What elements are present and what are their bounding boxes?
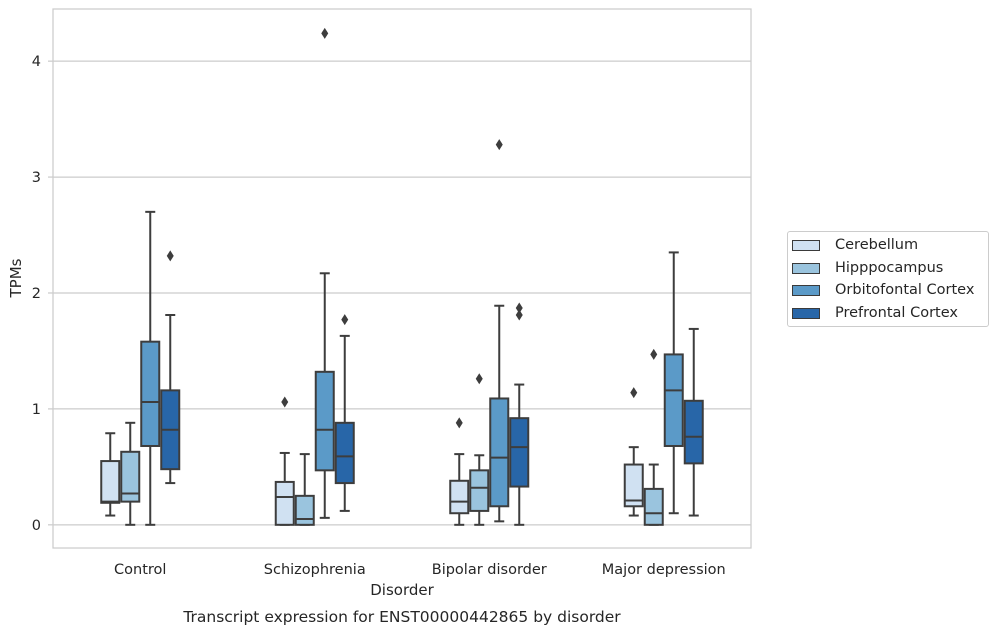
x-tick-label: Control	[114, 562, 166, 578]
outlier-point	[650, 348, 658, 360]
y-tick-labels: 0 1 2 3 4	[32, 54, 53, 534]
box-hipppocampus	[643, 348, 664, 526]
box-iqr	[489, 397, 510, 508]
x-tick-labels: Control Schizophrenia Bipolar disorder Majo…	[114, 562, 726, 578]
x-tick-label: Major depression	[602, 562, 726, 578]
box-prefrontal-cortex	[334, 314, 355, 512]
legend-swatch-cerebellum	[792, 239, 820, 251]
box-iqr	[274, 480, 295, 526]
box-iqr	[120, 450, 141, 503]
legend-swatch-orbitofrontal-cortex	[792, 284, 820, 296]
outlier-point	[515, 309, 523, 321]
legend-label-orbitofrontal-cortex: Orbitofontal Cortex	[835, 282, 975, 298]
legend-item-hippocampus: Hipppocampus	[792, 258, 943, 278]
box-orbitofontal-cortex	[314, 27, 335, 519]
legend-label-hippocampus: Hipppocampus	[835, 260, 944, 276]
x-tick-label: Bipolar disorder	[432, 562, 547, 578]
outlier-point	[630, 387, 638, 399]
y-tick-label: 1	[32, 402, 41, 418]
plot-area	[52, 8, 752, 549]
box-iqr	[100, 460, 121, 504]
legend-label-cerebellum: Cerebellum	[835, 237, 919, 253]
legend: Cerebellum Hipppocampus Orbitofontal Cor…	[787, 231, 989, 327]
legend-item-orbitofrontal-cortex: Orbitofontal Cortex	[792, 280, 974, 300]
box-iqr	[140, 340, 161, 447]
outlier-point	[475, 373, 483, 385]
legend-label-prefrontal-cortex: Prefrontal Cortex	[835, 305, 958, 321]
x-axis-label: Disorder	[370, 581, 434, 599]
box-cerebellum	[623, 387, 644, 517]
legend-item-cerebellum: Cerebellum	[792, 235, 918, 255]
legend-swatch-prefrontal-cortex	[792, 307, 820, 319]
y-tick-label: 0	[32, 518, 41, 534]
box-orbitofontal-cortex	[663, 251, 684, 515]
box-hipppocampus	[469, 373, 490, 526]
box-iqr	[469, 469, 490, 512]
y-tick-label: 2	[32, 286, 41, 302]
box-iqr	[663, 353, 684, 447]
y-axis-label: TPMs	[7, 258, 25, 298]
boxes	[100, 27, 704, 526]
box-prefrontal-cortex	[683, 327, 704, 517]
legend-item-prefrontal-cortex: Prefrontal Cortex	[792, 303, 958, 323]
legend-swatch-hippocampus	[792, 262, 820, 274]
box-iqr	[449, 479, 470, 515]
outlier-point	[321, 27, 329, 39]
box-cerebellum	[100, 432, 121, 517]
outlier-point	[495, 139, 503, 151]
box-iqr	[623, 463, 644, 508]
outlier-point	[281, 396, 289, 408]
box-iqr	[683, 399, 704, 465]
y-tick-label: 4	[32, 54, 41, 70]
box-iqr	[294, 494, 315, 526]
outlier-point	[455, 417, 463, 429]
box-hipppocampus	[120, 421, 141, 526]
chart-title: Transcript expression for ENST0000044286…	[182, 608, 621, 626]
outlier-point	[341, 314, 349, 326]
outlier-point	[515, 302, 523, 314]
box-hipppocampus	[294, 453, 315, 526]
box-iqr	[334, 421, 355, 485]
x-tick-label: Schizophrenia	[264, 562, 366, 578]
box-cerebellum	[449, 417, 470, 526]
y-tick-label: 3	[32, 170, 41, 186]
box-prefrontal-cortex	[160, 250, 181, 485]
box-orbitofontal-cortex	[140, 210, 161, 526]
box-prefrontal-cortex	[509, 302, 530, 526]
box-iqr	[643, 487, 664, 526]
box-cerebellum	[274, 396, 295, 526]
outlier-point	[166, 250, 174, 262]
box-iqr	[314, 370, 335, 472]
box-iqr	[509, 417, 530, 488]
box-orbitofontal-cortex	[489, 139, 510, 523]
